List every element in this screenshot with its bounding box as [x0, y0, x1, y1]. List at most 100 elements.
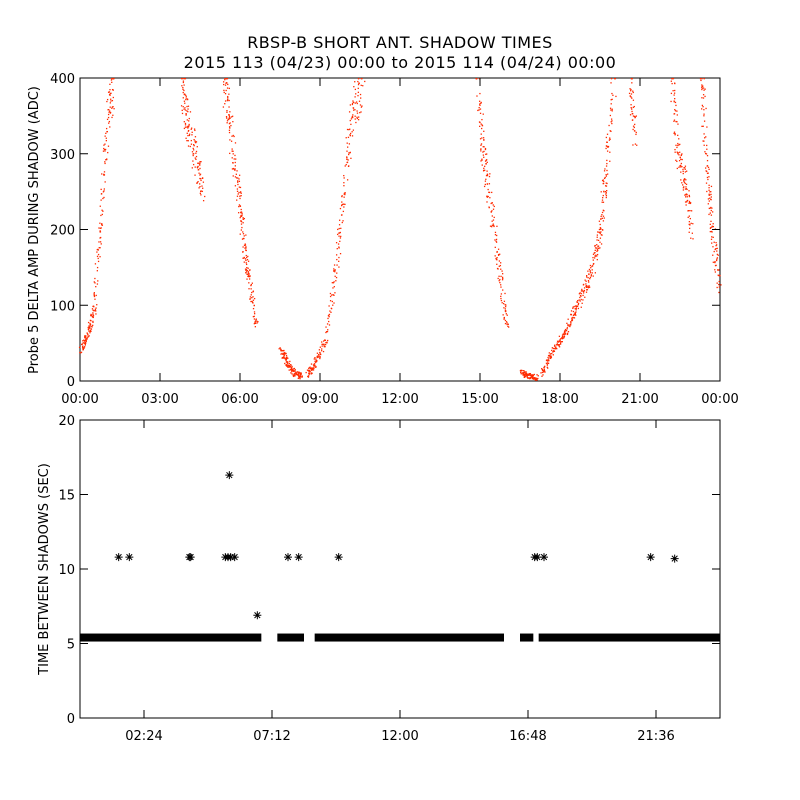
- data-point: [344, 165, 346, 167]
- data-point: [78, 346, 81, 349]
- data-point: [500, 286, 502, 288]
- data-point: [591, 272, 593, 274]
- data-point: [680, 154, 683, 156]
- data-point: [543, 370, 546, 372]
- data-point: [250, 284, 252, 286]
- data-point: [701, 87, 703, 89]
- data-point: [567, 323, 569, 326]
- data-point: [573, 317, 576, 319]
- data-point: [592, 275, 594, 277]
- data-point: [232, 162, 234, 164]
- data-point: [80, 351, 83, 353]
- data-point: [246, 269, 248, 272]
- data-point: [229, 122, 231, 124]
- data-point: [96, 270, 98, 272]
- data-point: [228, 122, 231, 125]
- data-point: [500, 275, 502, 278]
- data-point: [352, 101, 355, 104]
- data-point: [631, 113, 633, 115]
- data-point: [704, 152, 707, 155]
- data-point: [484, 147, 487, 150]
- data-point: [707, 203, 709, 205]
- data-point: [710, 238, 713, 240]
- data-point: [605, 175, 608, 177]
- data-point: [709, 230, 711, 233]
- data-point: [566, 328, 568, 330]
- data-point: [596, 258, 598, 261]
- data-point: [228, 131, 231, 134]
- data-point: [632, 125, 635, 127]
- data-point: [598, 228, 601, 231]
- data-point: [230, 116, 233, 118]
- data-point: [184, 109, 187, 111]
- data-point: [558, 346, 561, 348]
- data-point: [245, 262, 247, 264]
- data-point: [106, 130, 109, 133]
- data-point: [631, 110, 633, 113]
- data-point: [356, 102, 358, 105]
- data-point: [183, 127, 186, 130]
- data-point: [324, 343, 327, 346]
- data-point: [200, 179, 202, 182]
- data-point: [702, 106, 704, 108]
- data-point: [501, 273, 504, 275]
- data-point: [524, 375, 526, 377]
- data-point: [706, 155, 709, 157]
- data-point: [480, 123, 482, 125]
- data-point: [284, 553, 292, 562]
- data-point: [225, 116, 228, 118]
- data-point: [185, 113, 187, 115]
- data-point: [589, 270, 591, 272]
- data-point: [245, 249, 247, 252]
- data-point: [505, 321, 508, 323]
- data-point: [327, 339, 329, 342]
- data-point: [111, 81, 113, 83]
- data-point: [185, 95, 187, 97]
- data-point: [338, 232, 340, 234]
- data-point: [605, 182, 607, 184]
- data-point: [247, 271, 250, 273]
- data-point: [479, 103, 481, 105]
- data-point: [109, 94, 111, 96]
- data-point: [672, 78, 675, 80]
- data-point: [714, 248, 716, 251]
- data-point: [104, 135, 106, 137]
- data-point: [318, 349, 321, 351]
- data-point: [674, 151, 676, 153]
- data-point: [523, 373, 525, 375]
- data-point: [296, 371, 299, 373]
- data-point: [341, 221, 343, 224]
- data-point: [588, 273, 590, 275]
- data-point: [199, 162, 201, 164]
- data-point: [598, 231, 600, 233]
- data-point: [683, 178, 685, 181]
- data-point: [228, 114, 230, 116]
- data-point: [308, 371, 310, 373]
- data-point: [196, 182, 198, 184]
- data-point: [716, 247, 718, 250]
- data-point: [715, 244, 718, 246]
- data-point: [93, 293, 95, 295]
- data-point: [483, 169, 485, 172]
- data-point: [684, 196, 687, 198]
- data-point: [89, 329, 92, 332]
- data-point: [106, 100, 108, 103]
- data-point: [240, 208, 242, 211]
- data-point: [529, 377, 532, 379]
- data-point: [506, 323, 508, 326]
- data-point: [523, 370, 525, 372]
- data-point: [231, 115, 234, 117]
- data-point: [225, 471, 234, 480]
- data-point: [186, 553, 195, 562]
- data-point: [704, 167, 707, 169]
- data-point: [106, 158, 108, 160]
- data-point: [251, 291, 253, 294]
- data-point: [359, 104, 362, 106]
- data-point: [240, 214, 242, 217]
- data-point: [581, 290, 583, 292]
- data-point: [284, 351, 286, 354]
- data-point: [188, 125, 190, 127]
- data-point: [478, 106, 480, 109]
- data-point: [231, 135, 233, 137]
- data-point: [98, 241, 100, 243]
